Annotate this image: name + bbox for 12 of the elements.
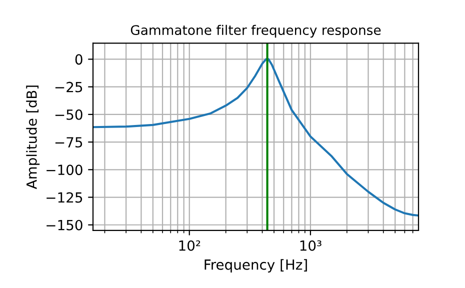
chart-title: Gammatone filter frequency response [130,24,381,38]
y-axis-title: Amplitude [dB] [26,86,40,190]
y-tick-label: −75 [55,137,82,148]
y-tick-label: −125 [46,192,82,203]
y-tick-label: 0 [75,54,82,65]
y-tick-label: −50 [55,109,82,120]
x-tick-label: 10² [179,240,200,251]
x-tick-label: 10³ [300,240,322,251]
y-tick-label: −150 [46,220,82,230]
y-tick-label: −25 [55,82,82,92]
y-tick-label: −100 [46,164,82,176]
x-axis-title: Frequency [Hz] [204,259,307,273]
